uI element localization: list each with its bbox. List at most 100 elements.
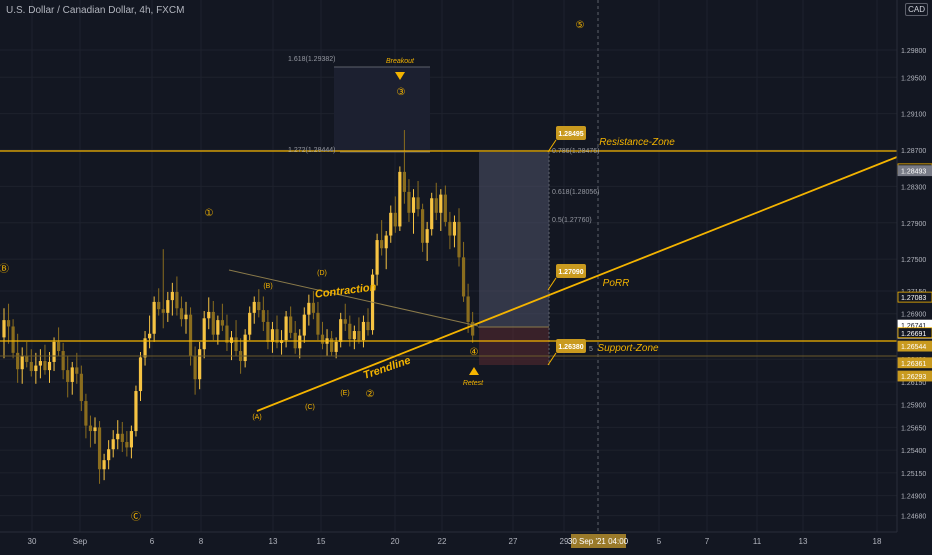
- y-tick-label: 1.24900: [901, 494, 926, 501]
- candle-body: [125, 441, 129, 448]
- candle-body: [88, 425, 93, 432]
- candle-body: [248, 312, 252, 335]
- candle-body: [284, 316, 288, 341]
- candle-body: [407, 191, 411, 213]
- annotation-label: ①: [205, 208, 214, 219]
- annotation-label: (C): [305, 404, 315, 411]
- y-tick-label: 1.29500: [901, 75, 926, 82]
- x-tick-label: 13: [799, 537, 808, 546]
- symbol-title: U.S. Dollar / Canadian Dollar, 4h, FXCM: [6, 5, 185, 16]
- price-callout-box: [556, 126, 586, 140]
- candle-body: [229, 337, 234, 343]
- candle-body: [257, 301, 261, 311]
- candle-body: [316, 312, 320, 335]
- annotation-label: Support-Zone: [597, 343, 659, 354]
- candle-body: [75, 367, 79, 374]
- candle-body: [334, 341, 338, 352]
- price-tag-label: 1.27083: [901, 295, 926, 302]
- retest-marker: [469, 367, 479, 375]
- contraction-line: [228, 269, 479, 327]
- price-axis-bg: [897, 0, 932, 550]
- candle-body: [157, 301, 161, 310]
- candle-body: [138, 357, 143, 392]
- fib-level-label: 1.618(1.29382): [288, 56, 335, 63]
- candle-body: [298, 335, 302, 349]
- candle-body: [166, 300, 170, 313]
- candle-body: [425, 229, 429, 243]
- y-tick-label: 1.28300: [901, 184, 926, 191]
- candle-body: [457, 221, 461, 258]
- fib-level-label: 1.272(1.28444): [288, 147, 335, 154]
- annotation-label: Ⓑ: [0, 263, 9, 275]
- candle-body: [471, 321, 475, 336]
- x-tick-label: 11: [753, 537, 762, 546]
- candle-body: [161, 309, 165, 313]
- x-tick-label: 30: [28, 537, 37, 546]
- retracement-box: [479, 152, 549, 327]
- annotation-label: (D): [317, 270, 327, 277]
- candle-body: [357, 331, 361, 341]
- candle-body: [97, 427, 102, 470]
- candle-body: [129, 431, 133, 448]
- candle-body: [352, 331, 356, 340]
- y-tick-label: 1.26900: [901, 312, 926, 319]
- candle-body: [234, 337, 238, 352]
- candle-body: [307, 302, 311, 315]
- candle-body: [57, 341, 61, 352]
- candle-body: [70, 367, 74, 382]
- candle-body: [34, 365, 38, 372]
- candle-body: [380, 240, 384, 249]
- price-callout-label: 1.26380: [558, 344, 583, 351]
- annotation-label: Retest: [463, 380, 484, 387]
- candle-body: [434, 198, 438, 213]
- annotation-label: Ⓒ: [131, 511, 141, 523]
- candle-body: [261, 310, 265, 322]
- candle-body: [202, 318, 206, 350]
- currency-badge[interactable]: CAD: [905, 3, 928, 16]
- candle-body: [175, 291, 179, 309]
- price-callout-box: [556, 339, 586, 353]
- candle-body: [116, 433, 120, 440]
- x-tick-label: 13: [269, 537, 278, 546]
- price-callout-box: [556, 264, 586, 278]
- candle-body: [398, 171, 402, 227]
- candle-body: [52, 341, 56, 362]
- candle-body: [220, 320, 224, 326]
- candle-body: [320, 334, 325, 344]
- candle-body: [216, 320, 220, 335]
- candle-body: [439, 194, 443, 213]
- annotation-label: ③: [397, 87, 406, 98]
- candle-body: [452, 221, 457, 236]
- candle-body: [270, 329, 275, 342]
- time-axis-bg: [0, 532, 932, 550]
- x-tick-label: 15: [317, 537, 326, 546]
- annotation-label: (B): [263, 283, 272, 290]
- candle-body: [430, 198, 434, 230]
- candle-body: [330, 338, 334, 352]
- price-tag-label: 1.26544: [901, 344, 926, 351]
- candle-body: [402, 171, 406, 192]
- candle-body: [252, 301, 256, 313]
- candle-body: [152, 301, 156, 334]
- y-tick-label: 1.24680: [901, 514, 926, 521]
- x-tick-label: 5: [657, 537, 662, 546]
- y-tick-label: 1.29800: [901, 48, 926, 55]
- price-tag: [897, 357, 932, 369]
- candle-body: [79, 373, 83, 402]
- y-tick-label: 1.29100: [901, 112, 926, 119]
- candle-body: [134, 391, 138, 432]
- x-tick-label: Sep: [73, 537, 88, 546]
- candle-body: [29, 361, 33, 372]
- candle-body: [411, 197, 416, 213]
- candle-body: [443, 194, 447, 222]
- time-cursor-label: 30 Sep '21 04:00: [568, 537, 629, 546]
- annotation-label: ②: [366, 389, 375, 400]
- candle-body: [148, 333, 152, 339]
- y-tick-label: 1.28700: [901, 148, 926, 155]
- candle-body: [461, 257, 466, 297]
- x-tick-label: 8: [199, 537, 204, 546]
- candle-body: [266, 321, 270, 342]
- x-tick-label: 7: [705, 537, 710, 546]
